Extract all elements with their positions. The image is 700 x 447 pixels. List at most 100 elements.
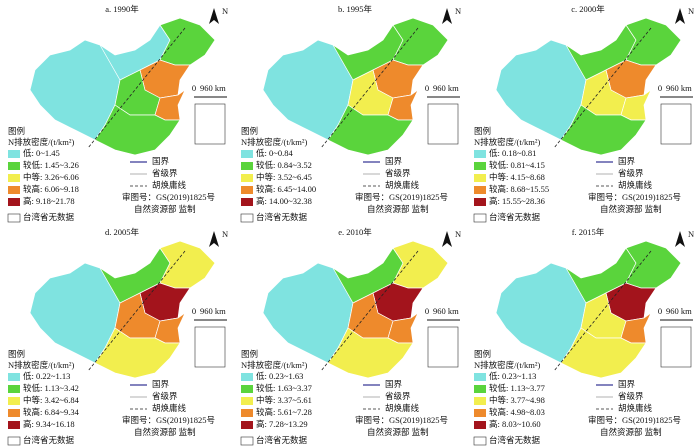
- legend-label: 低: 0~1.45: [23, 148, 60, 158]
- legend-label: 较高: 4.98~8.03: [489, 407, 545, 417]
- panel-title: d. 2005年: [105, 227, 140, 237]
- north-label: N: [455, 229, 461, 239]
- legend-swatch: [474, 373, 486, 381]
- legend-unit: N排放密度/(t/km²): [8, 360, 74, 370]
- supervisor: 自然资源部 监制: [600, 427, 662, 437]
- legend-label: 胡焕庸线: [385, 403, 420, 413]
- legend-label: 较低: 1.45~3.26: [23, 160, 79, 170]
- legend-swatch: [241, 198, 253, 206]
- legend-label: 省级界: [618, 391, 644, 401]
- north-label: N: [455, 6, 461, 16]
- legend-label: 较低: 1.13~3.42: [23, 383, 79, 393]
- legend-label: 高: 8.03~10.60: [489, 419, 541, 429]
- hu-line: [320, 27, 419, 149]
- south-sea-inset: [660, 103, 692, 145]
- hu-line: [553, 27, 652, 149]
- legend-label: 较高: 8.68~15.55: [489, 184, 549, 194]
- scale-label: 960 km: [433, 306, 459, 316]
- legend-label: 高: 9.18~21.78: [23, 196, 75, 206]
- north-label: N: [222, 6, 228, 16]
- legend-swatch: [241, 162, 253, 170]
- province-region: [159, 17, 216, 66]
- scale-label: 960 km: [433, 83, 459, 93]
- legend-title: 图例: [474, 126, 491, 136]
- legend-label: 国界: [385, 379, 403, 389]
- approval-number: 审图号：GS(2019)1825号: [122, 415, 215, 425]
- legend-swatch: [241, 373, 253, 381]
- panel-title: f. 2015年: [572, 227, 605, 237]
- legend-swatch: [8, 198, 20, 206]
- legend-swatch: [241, 397, 253, 405]
- province-region: [392, 240, 449, 289]
- legend-swatch: [240, 213, 254, 223]
- north-label: N: [688, 229, 694, 239]
- legend-label: 较低: 0.84~3.52: [256, 160, 312, 170]
- scale-label: 0: [192, 306, 196, 316]
- legend-title: 图例: [8, 126, 25, 136]
- legend-label: 高: 7.28~13.29: [256, 419, 308, 429]
- legend-swatch: [8, 373, 20, 381]
- legend-swatch: [474, 198, 486, 206]
- legend-swatch: [474, 150, 486, 158]
- legend-unit: N排放密度/(t/km²): [241, 360, 307, 370]
- legend-swatch: [8, 186, 20, 194]
- legend-title: 图例: [241, 126, 258, 136]
- legend-swatch: [241, 421, 253, 429]
- legend-swatch: [8, 385, 20, 393]
- legend-label: 中等: 4.15~8.68: [489, 172, 545, 182]
- supervisor: 自然资源部 监制: [367, 427, 429, 437]
- legend-swatch: [473, 213, 487, 223]
- north-arrow: [442, 8, 452, 24]
- legend-label: 中等: 3.52~6.45: [256, 172, 312, 182]
- legend-label: 较低: 1.13~3.77: [489, 383, 545, 393]
- legend-unit: N排放密度/(t/km²): [241, 137, 307, 147]
- legend-label: 胡焕庸线: [152, 403, 187, 413]
- legend-swatch: [474, 162, 486, 170]
- north-arrow: [442, 231, 452, 247]
- legend-swatch: [241, 186, 253, 194]
- scale-label: 0: [658, 306, 662, 316]
- legend-label: 低: 0.23~1.63: [256, 371, 303, 381]
- south-sea-inset: [194, 326, 226, 368]
- legend-label: 国界: [618, 156, 636, 166]
- legend-label: 高: 14.00~32.38: [256, 196, 312, 206]
- legend-swatch: [7, 213, 21, 223]
- hu-line: [320, 250, 419, 372]
- south-sea-inset: [427, 326, 459, 368]
- scale-label: 0: [192, 83, 196, 93]
- no-data-label: 台湾省无数据: [256, 435, 308, 445]
- legend-label: 低: 0.22~1.13: [23, 371, 70, 381]
- legend-label: 国界: [385, 156, 403, 166]
- legend-unit: N排放密度/(t/km²): [474, 360, 540, 370]
- map: [262, 17, 449, 156]
- legend-label: 省级界: [152, 391, 178, 401]
- legend-label: 省级界: [385, 391, 411, 401]
- legend-label: 国界: [152, 156, 170, 166]
- supervisor: 自然资源部 监制: [600, 204, 662, 214]
- north-arrow: [675, 231, 685, 247]
- legend-label: 省级界: [152, 168, 178, 178]
- panel-title: c. 2000年: [571, 4, 605, 14]
- legend-label: 胡焕庸线: [385, 180, 420, 190]
- legend-label: 国界: [152, 379, 170, 389]
- legend-swatch: [240, 436, 254, 446]
- legend-label: 较低: 1.63~3.37: [256, 383, 312, 393]
- legend-swatch: [8, 150, 20, 158]
- legend-swatch: [8, 421, 20, 429]
- province-region: [625, 240, 682, 289]
- legend-unit: N排放密度/(t/km²): [8, 137, 74, 147]
- approval-number: 审图号：GS(2019)1825号: [588, 192, 681, 202]
- no-data-label: 台湾省无数据: [23, 435, 75, 445]
- legend-swatch: [7, 436, 21, 446]
- scale-label: 960 km: [200, 306, 226, 316]
- province-region: [159, 240, 216, 289]
- south-sea-inset: [194, 103, 226, 145]
- supervisor: 自然资源部 监制: [367, 204, 429, 214]
- approval-number: 审图号：GS(2019)1825号: [355, 415, 448, 425]
- hu-line: [553, 250, 652, 372]
- legend-label: 中等: 3.26~6.06: [23, 172, 79, 182]
